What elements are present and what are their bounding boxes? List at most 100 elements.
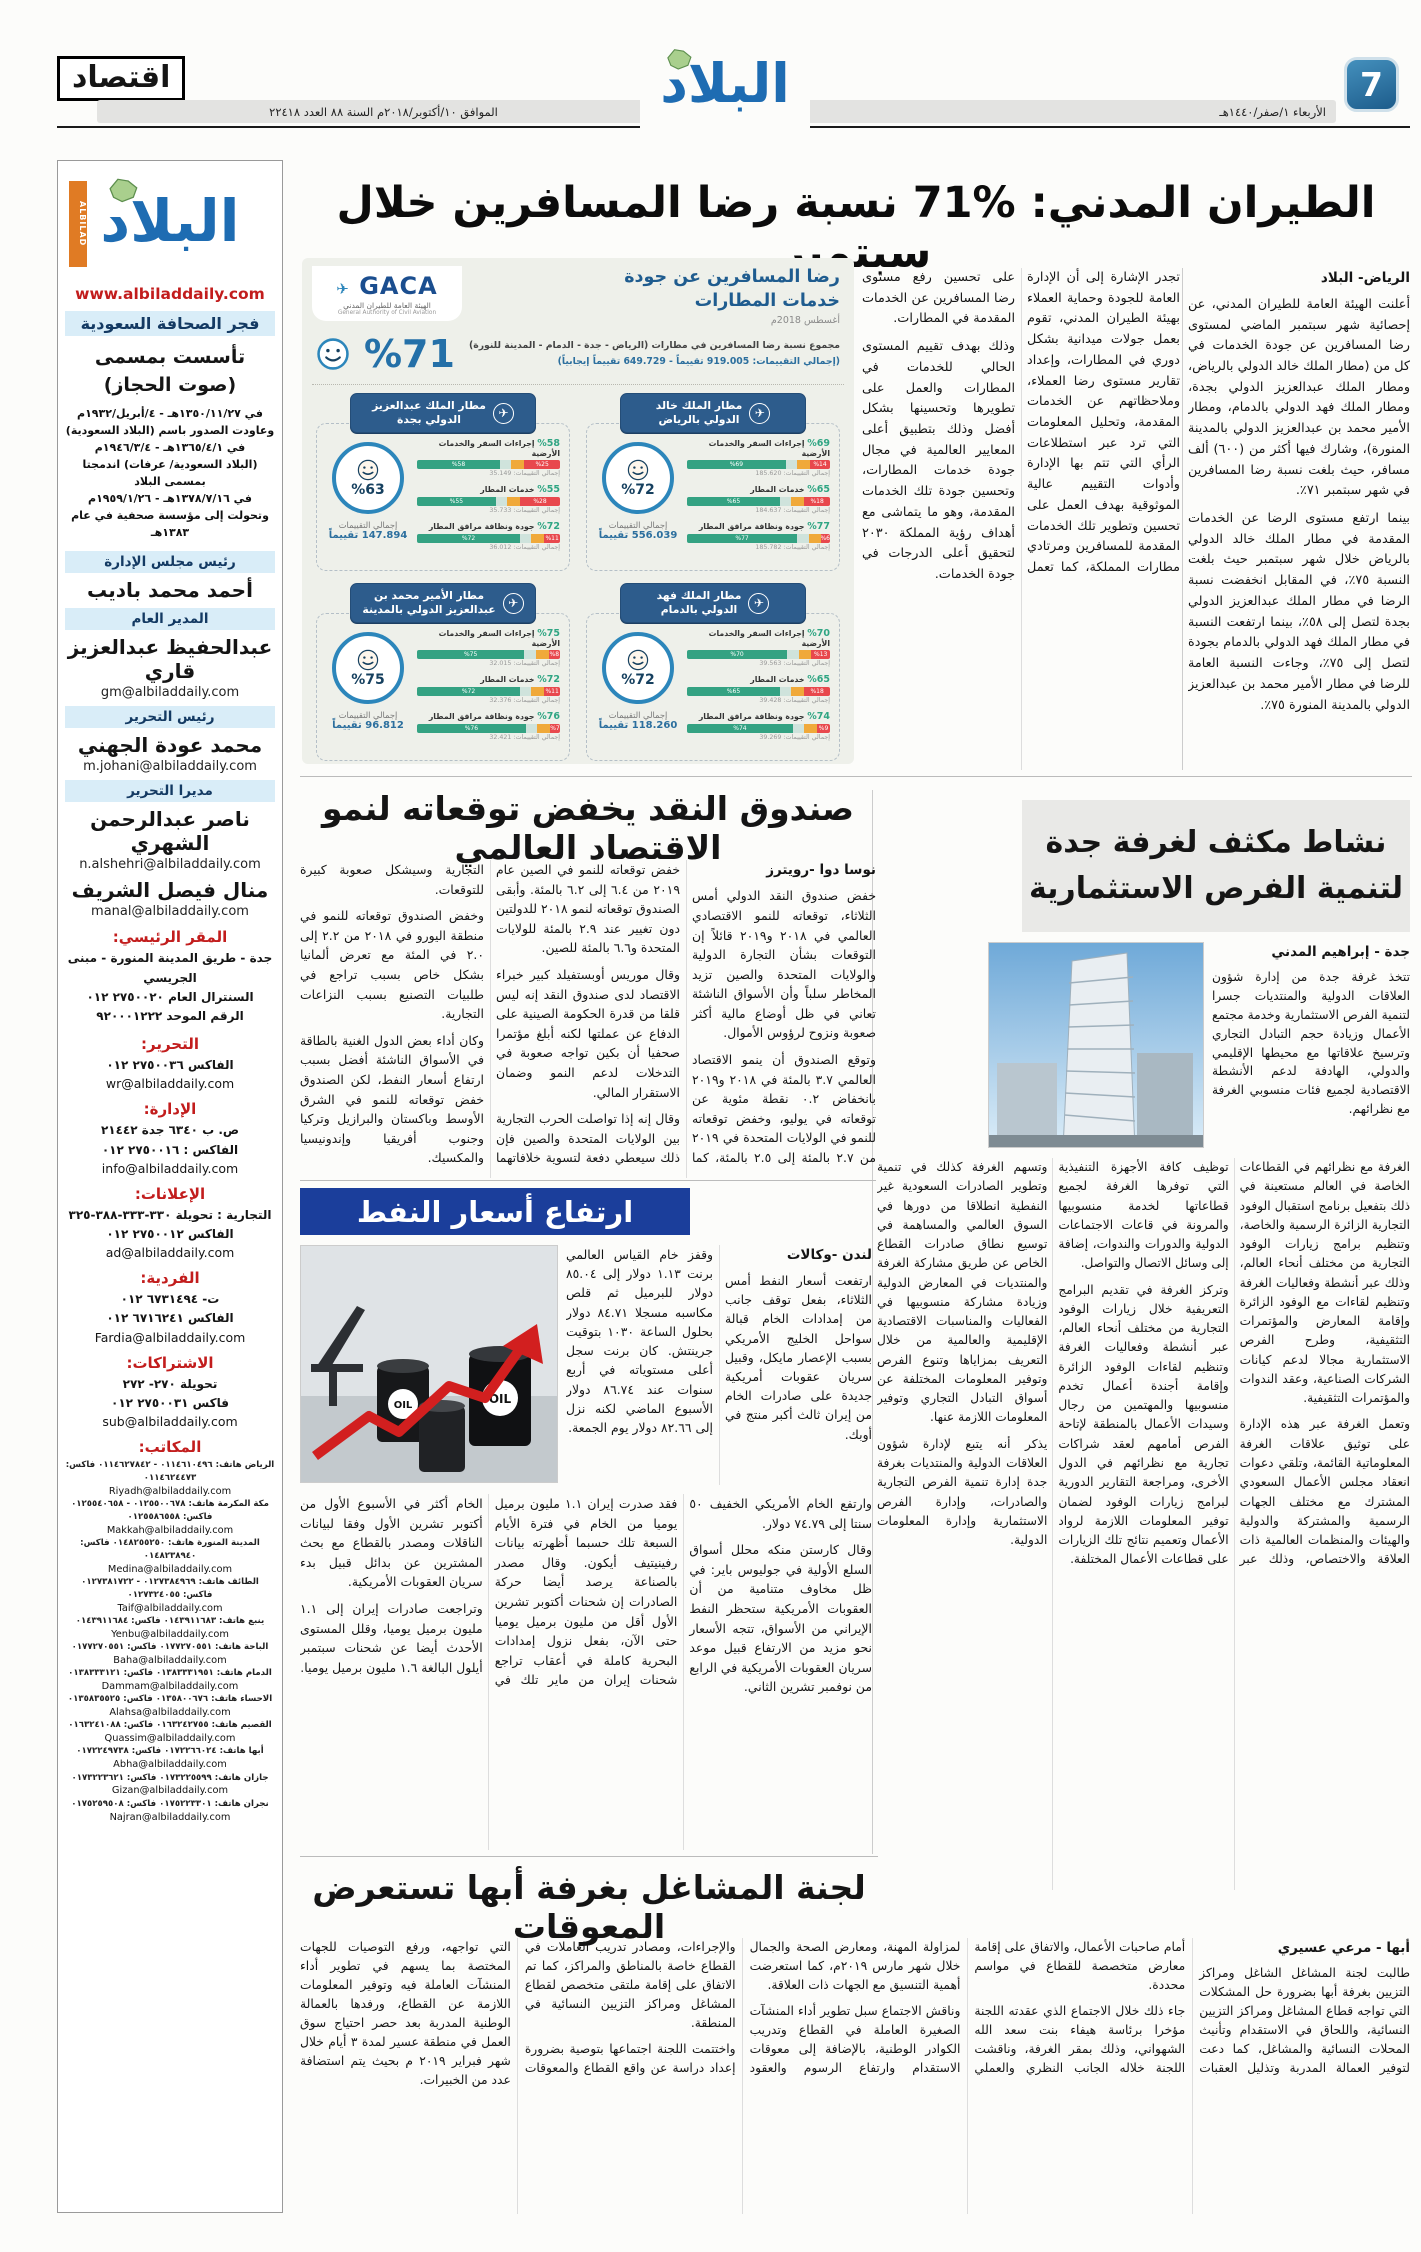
contact-heading: الفردية:	[140, 1269, 200, 1288]
role-name: ناصر عبدالرحمن الشهري	[90, 807, 250, 856]
gaca-wordmark: GACA	[359, 272, 438, 300]
bar-segment: %72	[417, 687, 520, 697]
lead-article-continuation: تجدر الإشارة إلى أن الإدارة العامة للجود…	[862, 268, 1180, 770]
office-email[interactable]: Gizan@albiladdaily.com	[111, 1785, 229, 1797]
role-email[interactable]: manal@albiladdaily.com	[91, 904, 249, 920]
contact-section: الاشتراكات: تحويلة ٢٧٠- ٢٧٢ فاكس ٢٧٥٠٠٣١…	[65, 1354, 275, 1429]
bar-segment	[798, 650, 812, 660]
contact-heading: الإعلانات:	[134, 1184, 206, 1203]
bar-segment	[779, 687, 792, 697]
paragraph: تجدر الإشارة إلى أن الإدارة العامة للجود…	[862, 270, 1180, 576]
satisfaction-bar: %18 %65	[687, 497, 830, 507]
bar-segment: %25	[524, 460, 560, 470]
bar-segment	[519, 687, 532, 697]
role-entry: رئيس مجلس الإدارة أحمد محمد باديب	[65, 551, 275, 602]
bar-segment: %55	[417, 497, 496, 507]
date-strip-hijri: الأربعاء ١/صفر/١٤٤٠هـ	[763, 100, 1336, 123]
office-email[interactable]: Najran@albiladdaily.com	[109, 1811, 231, 1823]
satisfaction-bar: %8 %75	[417, 650, 560, 660]
website-url[interactable]: www.albiladdaily.com	[75, 285, 265, 303]
bar-segment: %74	[687, 724, 793, 734]
office-email[interactable]: Yenbu@albiladdaily.com	[111, 1628, 229, 1640]
bar-segment	[804, 724, 818, 734]
airplane-icon: ✈	[502, 592, 524, 614]
contact-line: جدة - طريق المدينة المنورة - مبنى الجريس…	[67, 951, 273, 985]
office-entry: الطائف هاتف: ٠١٢٧٣٨٤٩٦٩ - ٠١٢٧٣٨١٧٢٢ فاك…	[65, 1576, 275, 1615]
overall-pct: %72	[621, 482, 655, 499]
airport-panel-jeddah: ✈ مطار الملك عبدالعزيز الدولي بجدة %58 إ…	[316, 393, 570, 572]
role-title: رئيس التحرير	[65, 706, 275, 729]
airport-sign: ✈ مطار الملك عبدالعزيز الدولي بجدة	[350, 393, 536, 434]
airport-sign: ✈ مطار الملك خالد الدولي بالرياض	[620, 393, 806, 434]
office-email[interactable]: Alahsa@albiladdaily.com	[109, 1707, 231, 1719]
airport-name-line2: الدولي بالرياض	[658, 413, 740, 427]
role-email[interactable]: m.johani@albiladdaily.com	[83, 759, 257, 775]
bar-segment	[531, 687, 545, 697]
office-email[interactable]: Quassim@albiladdaily.com	[104, 1733, 236, 1745]
contact-line: تحويلة ٢٧٠- ٢٧٢	[122, 1376, 218, 1391]
bar-segment: %75	[417, 650, 525, 660]
abha-article-body: أبها - مرعي عسيري طالبت لجنة المشاغل الش…	[300, 1938, 1410, 2214]
contact-section: الإعلانات: التجارية : تحويلة ٣٣٠-٣٣٣-٣٨٨…	[65, 1185, 275, 1260]
infographic-title-line1: رضا المسافرين عن جودة	[624, 267, 840, 287]
satisfaction-bar: %6 %77	[687, 534, 830, 544]
jeddah-headline-box: نشاط مكثف لغرفة جدة لتنمية الفرص الاستثم…	[1022, 800, 1410, 932]
role-email[interactable]: gm@albiladdaily.com	[100, 685, 240, 701]
office-line: الطائف هاتف: ٠١٢٧٣٨٤٩٦٩ - ٠١٢٧٣٨١٧٢٢ فاك…	[81, 1576, 259, 1600]
contact-email[interactable]: sub@albiladdaily.com	[102, 1413, 238, 1429]
role-email[interactable]: n.alshehri@albiladdaily.com	[79, 857, 261, 873]
contact-line: الفاكس : ٢٧٥٠٠١٦ ٠١٢	[101, 1142, 239, 1157]
contact-email[interactable]: Fardia@albiladdaily.com	[94, 1329, 246, 1345]
bar-segment	[535, 650, 549, 660]
bar-segment: %18	[804, 497, 830, 507]
contact-email[interactable]: info@albiladdaily.com	[101, 1160, 239, 1176]
page-number-badge: 7	[1344, 57, 1399, 112]
contact-heading: التحرير:	[140, 1035, 199, 1054]
office-entry: نجران هاتف: ٠١٧٥٢٢٣٣٠١ فاكس: ٠١٧٥٢٥٩٥٠٨ …	[65, 1798, 275, 1824]
abha-byline: أبها - مرعي عسيري	[1277, 1940, 1410, 1956]
airplane-icon: ✈	[749, 402, 771, 424]
satisfaction-bar: %18 %65	[687, 687, 830, 697]
office-email[interactable]: Baha@albiladdaily.com	[113, 1654, 227, 1666]
office-email[interactable]: Taif@albiladdaily.com	[117, 1602, 223, 1614]
founded-title: تأسست بمسمى (صوت الحجاز)	[65, 344, 275, 399]
offices-block: الرياض هاتف: ٠١١٤٦١٠٤٩٦ - ٠١١٤٦٢٧٨٤٢ فاك…	[65, 1459, 275, 1824]
office-email[interactable]: Medina@albiladdaily.com	[107, 1563, 233, 1575]
jeddah-article-body: الغرفة مع نظرائهم في القطاعات الخاصة في …	[877, 1158, 1410, 1890]
office-entry: المدينة المنورة هاتف: ٠١٤٨٢٥٥٢٥٠ فاكس: ٠…	[65, 1537, 275, 1576]
oil-article-continuation: وارتفع الخام الأمريكي الخفيف ٥٠ سنتا إلى…	[300, 1494, 872, 1850]
office-entry: الباحة هاتف: ٠١٧٧٢٧٠٥٥١ فاكس: ٠١٧٧٢٧٠٥٥١…	[65, 1641, 275, 1667]
office-email[interactable]: Makkah@albiladdaily.com	[106, 1524, 234, 1536]
contact-heading: الإدارة:	[143, 1100, 197, 1119]
contact-heading: المقر الرئيسي:	[112, 928, 228, 947]
office-line: الرياض هاتف: ٠١١٤٦١٠٤٩٦ - ٠١١٤٦٢٧٨٤٢ فاك…	[65, 1459, 275, 1483]
paragraph: وقال موريس أوبستفيلد كبير خبراء الاقتصاد…	[496, 966, 680, 1100]
contact-email[interactable]: ad@albiladdaily.com	[105, 1245, 235, 1261]
oil-barrels-photo: OIL OIL	[300, 1245, 558, 1483]
bar-segment	[797, 534, 809, 544]
office-email[interactable]: Abha@albiladdaily.com	[113, 1759, 227, 1771]
office-email[interactable]: Dammam@albiladdaily.com	[101, 1681, 239, 1693]
bar-segment	[507, 497, 520, 507]
jeddah-headline-line1: نشاط مكثف لغرفة جدة	[1045, 824, 1388, 860]
contact-email[interactable]: wr@albiladdaily.com	[105, 1076, 235, 1092]
bar-segment: %13	[811, 650, 830, 660]
airplane-icon: ✈	[492, 402, 514, 424]
oil-article-columns: لندن -وكالات ارتفعت أسعار النفط أمس الثل…	[566, 1245, 872, 1485]
airport-name-line1: مطار الملك فهد	[656, 589, 742, 603]
role-title: المدير العام	[65, 608, 275, 631]
bar-segment	[537, 724, 550, 734]
gaca-logo: ✈ GACA الهيئة العامة للطيران المدني Gene…	[312, 266, 462, 321]
bar-segment	[787, 650, 799, 660]
office-entry: مكة المكرمة هاتف: ٠١٢٥٥٠٠٦٧٨ - ٠١٢٥٥٤٠٦٥…	[65, 1498, 275, 1537]
bar-segment: %11	[544, 687, 560, 697]
role-name: عبدالحفيظ عبدالعزيز قاري	[67, 635, 273, 684]
history-line: في ١٣٧٨/٧/١٦هـ - ١٩٥٩/١/٢٦م	[88, 492, 252, 506]
office-email[interactable]: Riyadh@albiladdaily.com	[108, 1485, 232, 1497]
airport-name-line1: مطار الأمير محمد بن	[374, 589, 485, 603]
history-line: وعاودت الصدور باسم (البلاد السعودية)	[65, 424, 275, 438]
bar-segment: %28	[519, 497, 560, 507]
imf-byline: نوسا دوا -رويترز	[766, 862, 876, 878]
contact-line: السنترال العام ٢٧٥٠٠٢٠ ٠١٢	[86, 989, 254, 1004]
